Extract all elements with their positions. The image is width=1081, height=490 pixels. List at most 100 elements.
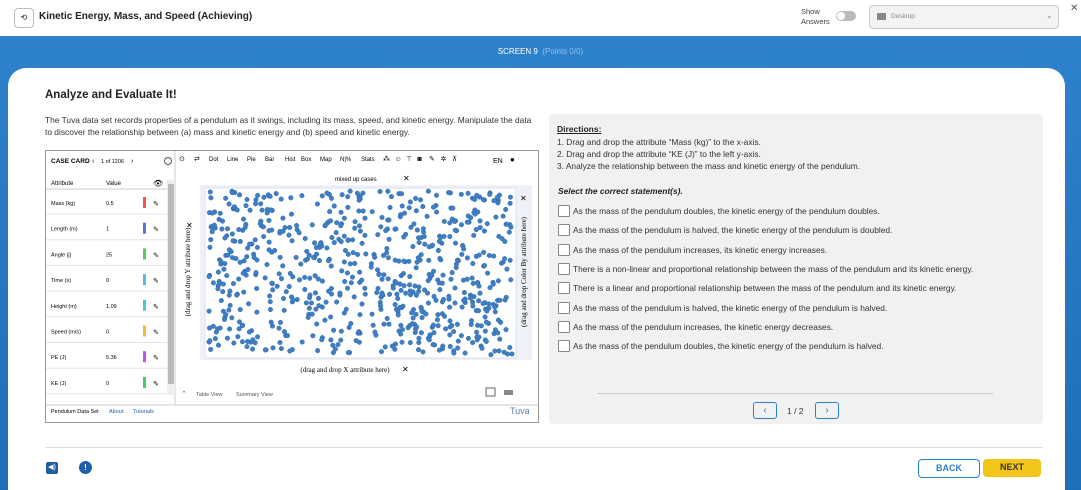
case-dot <box>431 330 437 336</box>
close-button[interactable]: ✕ <box>1070 3 1079 14</box>
checkbox[interactable] <box>558 320 570 333</box>
case-dot <box>377 303 383 309</box>
edit-icon[interactable]: ✎ <box>153 304 159 311</box>
case-dot <box>308 300 314 306</box>
case-dot <box>496 348 502 354</box>
tool-icon[interactable]: ⊙ <box>179 156 185 163</box>
tool-icon[interactable]: ◙ <box>418 156 422 163</box>
tuva-widget: CASE CARD ‹ 1 of 1206 › Attribute Value … <box>45 150 539 423</box>
case-dot <box>351 294 357 300</box>
edit-icon[interactable]: ✎ <box>153 252 159 259</box>
footer-link[interactable]: Tutorials <box>133 409 154 415</box>
tool-icon[interactable]: ☺ <box>395 156 402 163</box>
tool-button[interactable]: N|% <box>340 157 352 163</box>
audio-button[interactable]: ◀) <box>46 462 58 474</box>
back-button[interactable]: BACK <box>918 459 980 478</box>
view-tab[interactable]: Summary View <box>236 392 273 398</box>
show-answers-toggle[interactable] <box>836 11 856 21</box>
case-dot <box>447 343 453 349</box>
checkbox[interactable] <box>558 243 570 256</box>
checkbox[interactable] <box>558 205 570 217</box>
case-dot <box>262 275 268 281</box>
tool-icon[interactable]: ⇄ <box>194 156 200 163</box>
view-tab[interactable]: Table View <box>196 392 223 398</box>
help-icon[interactable]: ● <box>510 155 515 164</box>
case-dot <box>234 207 240 213</box>
footer-link[interactable]: Pendulum Data Set <box>51 409 99 415</box>
remove-icon[interactable]: ✕ <box>520 194 527 203</box>
case-dot <box>312 273 318 279</box>
color-drop-zone[interactable]: (drag and drop Color By attribute here) <box>520 216 528 327</box>
case-dot <box>403 290 409 296</box>
case-dot <box>465 190 471 196</box>
case-dot <box>312 240 318 246</box>
edit-icon[interactable]: ✎ <box>153 381 159 388</box>
checkbox[interactable] <box>558 301 570 314</box>
language-select[interactable]: EN <box>493 158 503 165</box>
case-dot <box>418 252 424 258</box>
remove-icon[interactable]: ✕ <box>403 174 410 183</box>
tool-icon[interactable]: ⊼ <box>452 155 457 163</box>
case-dot <box>285 333 291 339</box>
case-dot <box>479 345 485 351</box>
info-button[interactable]: ! <box>79 461 92 474</box>
next-button[interactable]: NEXT <box>983 459 1041 477</box>
edit-icon[interactable]: ✎ <box>153 201 159 208</box>
edit-icon[interactable]: ✎ <box>153 278 159 285</box>
tool-button[interactable]: Stats <box>361 157 375 163</box>
case-dot <box>233 256 239 262</box>
menu-button[interactable]: ⟲ <box>14 8 34 28</box>
case-dot <box>324 245 330 251</box>
case-card-label: CASE CARD <box>51 158 90 165</box>
case-dot <box>435 312 441 318</box>
edit-icon[interactable]: ✎ <box>153 330 159 337</box>
case-dot <box>235 334 241 340</box>
case-dot <box>225 252 231 258</box>
checkbox[interactable] <box>558 282 570 295</box>
tool-icon[interactable]: ✎ <box>429 156 435 163</box>
prev-page[interactable]: ‹ <box>753 402 777 419</box>
checkbox[interactable] <box>558 224 570 237</box>
tool-button[interactable]: Box <box>301 157 311 163</box>
case-dot <box>246 301 252 307</box>
remove-icon[interactable]: ✕ <box>402 365 409 374</box>
case-dot <box>381 272 387 278</box>
case-dot <box>277 229 283 235</box>
case-dot <box>266 228 272 234</box>
info-icon[interactable] <box>164 157 172 165</box>
case-dot <box>290 274 296 280</box>
tool-button[interactable]: Pie <box>247 157 256 163</box>
tool-button[interactable]: Hist <box>285 157 296 163</box>
case-dot <box>334 220 340 226</box>
keyboard-icon[interactable] <box>504 390 513 395</box>
edit-icon[interactable]: ✎ <box>153 355 159 362</box>
tool-icon[interactable]: ⁂ <box>383 155 390 163</box>
tool-button[interactable]: Line <box>227 157 239 163</box>
case-dot <box>508 277 514 283</box>
next-case[interactable]: › <box>131 158 134 165</box>
next-page[interactable]: › <box>815 402 839 419</box>
tool-icon[interactable]: ✲ <box>441 155 447 163</box>
case-dot <box>323 299 329 305</box>
collapse-icon[interactable]: ⌃ <box>181 390 187 398</box>
case-dot <box>372 254 378 260</box>
tool-button[interactable]: Dot <box>209 157 219 163</box>
tool-button[interactable]: Map <box>320 157 332 163</box>
device-select[interactable]: Desktop ⌄ <box>869 5 1059 29</box>
prev-case[interactable]: ‹ <box>92 158 95 165</box>
footer-link[interactable]: About <box>109 409 124 415</box>
tool-button[interactable]: Bar <box>265 157 274 163</box>
case-dot <box>242 224 248 230</box>
x-drop-zone[interactable]: (drag and drop X attribute here) <box>300 366 390 374</box>
case-dot <box>319 337 325 343</box>
checkbox[interactable] <box>558 340 570 353</box>
tool-icon[interactable]: ⊤ <box>406 156 412 163</box>
case-dot <box>227 326 233 332</box>
y-drop-zone[interactable]: (drag and drop Y attribute here) <box>184 227 192 316</box>
edit-icon[interactable]: ✎ <box>153 227 159 234</box>
remove-icon[interactable]: ✕ <box>186 221 193 230</box>
checkbox[interactable] <box>558 262 570 275</box>
case-dot <box>226 201 232 207</box>
expand-icon[interactable] <box>485 387 496 397</box>
eye-icon[interactable]: 👁 <box>153 179 163 188</box>
